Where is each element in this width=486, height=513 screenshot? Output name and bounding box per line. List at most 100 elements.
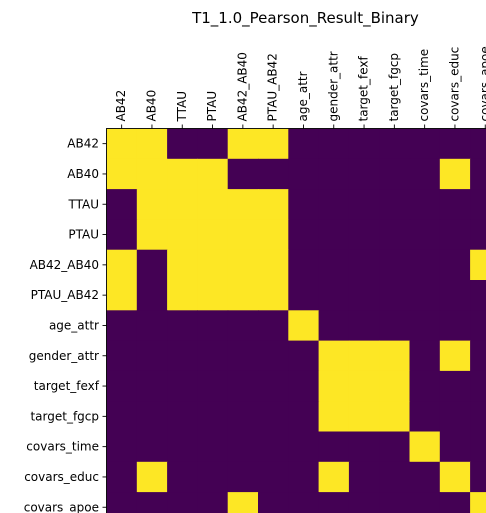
heatmap-cell (258, 370, 289, 402)
heatmap-cell (136, 219, 168, 251)
heatmap-cell (227, 461, 259, 493)
heatmap-cell (227, 492, 259, 513)
heatmap-cell (318, 249, 350, 281)
heatmap-cell (439, 431, 471, 463)
heatmap-cell (227, 310, 259, 342)
heatmap-cell (106, 128, 138, 160)
heatmap-cell (439, 310, 471, 342)
heatmap-cell (167, 128, 198, 160)
heatmap-cell (106, 340, 138, 372)
heatmap-cell (258, 431, 289, 463)
y-tick-label: target_fgcp (30, 409, 99, 423)
heatmap-cell (227, 431, 259, 463)
heatmap-cell (470, 310, 486, 342)
heatmap-cell (439, 340, 471, 372)
heatmap-cell (288, 340, 320, 372)
x-tick-label: target_fexf (357, 56, 371, 122)
heatmap-cell (167, 219, 198, 251)
heatmap-cell (470, 370, 486, 402)
heatmap-cell (227, 189, 259, 220)
heatmap-cell (470, 249, 486, 281)
heatmap-cell (348, 431, 380, 463)
y-tick-label: TTAU (67, 197, 99, 211)
heatmap-cell (470, 189, 486, 220)
heatmap-cell (409, 249, 441, 281)
heatmap-cell (136, 280, 168, 311)
heatmap-cell (167, 401, 198, 433)
heatmap-cell (227, 128, 259, 160)
y-tick-label: AB42 (67, 137, 99, 151)
heatmap-cell (167, 370, 198, 402)
heatmap-cell (227, 401, 259, 433)
heatmap-cell (136, 461, 168, 493)
heatmap-cell (470, 219, 486, 251)
heatmap-cell (318, 189, 350, 220)
heatmap-cell (258, 492, 289, 513)
heatmap-cell (258, 461, 289, 493)
heatmap-cell (348, 128, 380, 160)
heatmap-cell (106, 401, 138, 433)
heatmap-cell (197, 189, 229, 220)
heatmap-cell (136, 492, 168, 513)
y-tick-label: covars_apoe (24, 500, 99, 513)
heatmap-cell (318, 128, 350, 160)
y-tick-label: covars_time (26, 440, 99, 454)
heatmap-cell (379, 492, 411, 513)
heatmap-cell (197, 219, 229, 251)
heatmap-cell (348, 219, 380, 251)
heatmap-cell (470, 492, 486, 513)
heatmap-cell (227, 280, 259, 311)
heatmap-cell (470, 340, 486, 372)
y-tick-label: gender_attr (29, 349, 99, 363)
heatmap-cell (439, 401, 471, 433)
heatmap-cell (288, 310, 320, 342)
heatmap-cell (439, 370, 471, 402)
y-tick-label: covars_educ (24, 470, 99, 484)
heatmap-cell (470, 280, 486, 311)
heatmap-cell (409, 492, 441, 513)
heatmap-cell (348, 401, 380, 433)
heatmap-cell (288, 280, 320, 311)
heatmap-cell (348, 310, 380, 342)
heatmap-cell (258, 280, 289, 311)
heatmap-cell (197, 461, 229, 493)
heatmap-cell (439, 158, 471, 190)
chart-title: T1_1.0_Pearson_Result_Binary (191, 9, 419, 28)
heatmap-cell (106, 370, 138, 402)
heatmap-cell (106, 249, 138, 281)
heatmap-cell (348, 158, 380, 190)
heatmap-cell (409, 431, 441, 463)
heatmap-cell (167, 249, 198, 281)
x-tick-label: AB42_AB40 (235, 52, 249, 121)
heatmap-cell (439, 189, 471, 220)
heatmap-cell (167, 431, 198, 463)
y-tick-label: AB40 (67, 167, 99, 181)
heatmap-cell (439, 280, 471, 311)
y-tick-label: AB42_AB40 (30, 258, 99, 272)
heatmap-cell (288, 431, 320, 463)
x-tick-label: PTAU_AB42 (266, 53, 280, 121)
heatmap-cell (470, 401, 486, 433)
heatmap-cell (106, 310, 138, 342)
heatmap-cell (439, 219, 471, 251)
heatmap-cell (318, 340, 350, 372)
x-tick-label: PTAU (205, 91, 219, 122)
heatmap-cell (197, 492, 229, 513)
heatmap-cell (288, 249, 320, 281)
heatmap-cell (136, 128, 168, 160)
y-tick-label: age_attr (49, 318, 99, 332)
heatmap-cell (288, 219, 320, 251)
heatmap-cell (379, 370, 411, 402)
heatmap-cell (106, 431, 138, 463)
heatmap-cell (288, 492, 320, 513)
y-tick-label: PTAU (68, 228, 99, 242)
heatmap-cell (409, 340, 441, 372)
heatmap-cell (136, 340, 168, 372)
heatmap-cell (288, 128, 320, 160)
heatmap-cell (167, 280, 198, 311)
heatmap-cell (348, 370, 380, 402)
x-tick-label: target_fgcp (387, 53, 401, 122)
heatmap-cell (409, 370, 441, 402)
heatmap-cell (258, 249, 289, 281)
